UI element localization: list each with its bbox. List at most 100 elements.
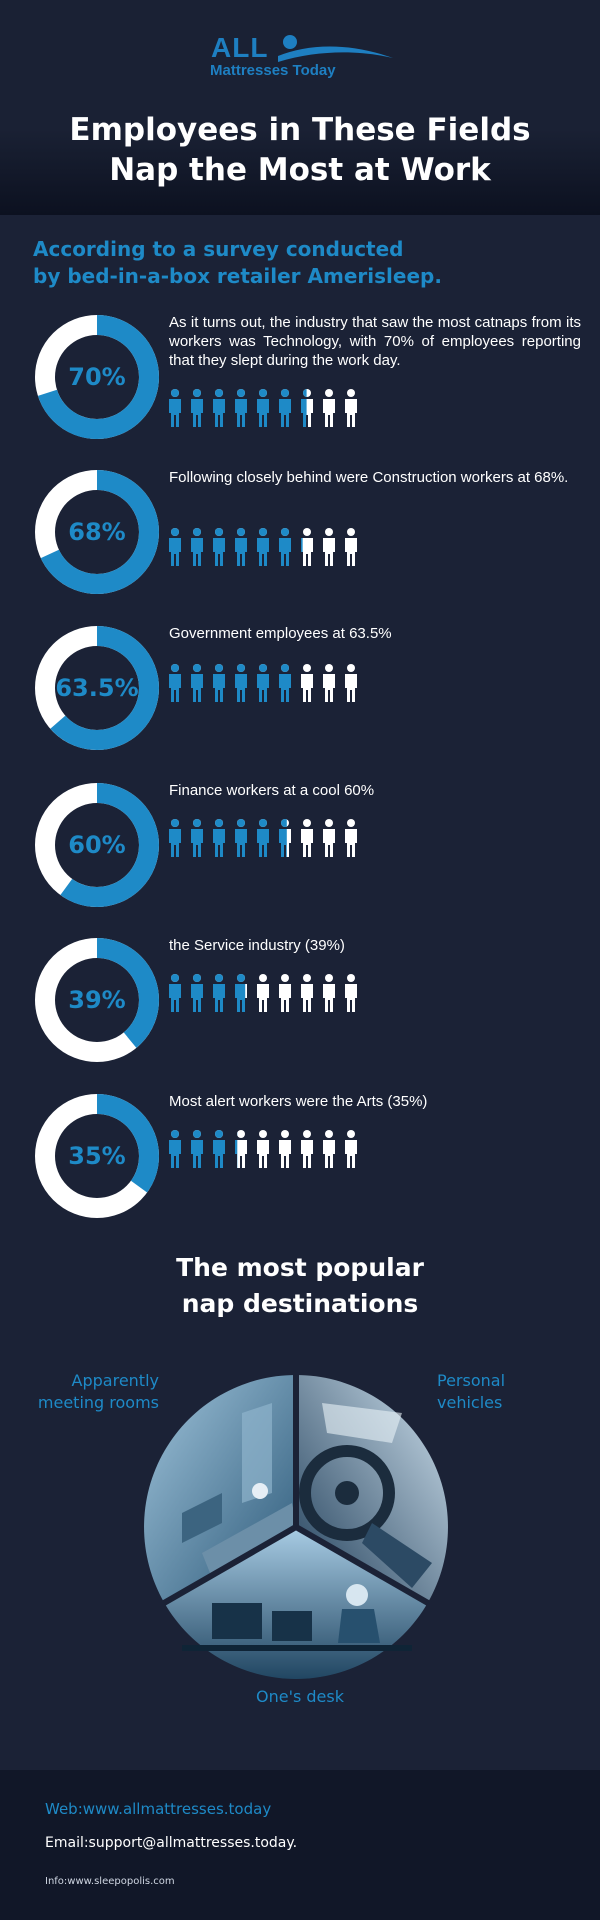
logo-main-text: ALL bbox=[211, 32, 269, 63]
destinations-photo-pie bbox=[144, 1373, 448, 1679]
person-icon-highlighted bbox=[169, 1130, 181, 1168]
person-icon bbox=[323, 1130, 335, 1168]
person-icon bbox=[323, 389, 335, 427]
stat-row-service: 39% the Service industry (39%) bbox=[0, 936, 600, 1066]
person-icon bbox=[345, 1130, 357, 1168]
intro-text: According to a survey conducted by bed-i… bbox=[33, 236, 573, 290]
footer-web-link[interactable]: Web:www.allmattresses.today bbox=[45, 1800, 272, 1818]
label-meeting-line-1: Apparently bbox=[71, 1371, 159, 1390]
donut-percent: 60% bbox=[68, 831, 126, 859]
person-icon-highlighted bbox=[169, 974, 181, 1012]
stat-row-government: 63.5% Government employees at 63.5% bbox=[0, 624, 600, 754]
person-icon bbox=[301, 664, 313, 702]
logo-sub-text: Mattresses Today bbox=[210, 62, 336, 79]
header-banner: ALL Mattresses Today Employees in These … bbox=[0, 0, 600, 215]
intro-line-2: by bed-in-a-box retailer Amerisleep. bbox=[33, 264, 442, 288]
title-line-2: Nap the Most at Work bbox=[109, 152, 491, 188]
donut-percent: 63.5% bbox=[55, 674, 139, 702]
stat-description: Most alert workers were the Arts (35%) bbox=[169, 1093, 428, 1110]
person-icon-highlighted bbox=[213, 528, 225, 566]
people-pictogram bbox=[169, 389, 357, 427]
stat-row-technology: 70% As it turns out, the industry that s… bbox=[0, 313, 600, 443]
person-icon bbox=[301, 974, 313, 1012]
person-icon-highlighted bbox=[191, 389, 203, 427]
person-icon bbox=[345, 389, 357, 427]
donut-percent: 68% bbox=[68, 518, 126, 546]
person-icon-highlighted bbox=[257, 664, 269, 702]
person-icon bbox=[257, 1130, 269, 1168]
person-icon bbox=[301, 1130, 313, 1168]
label-meeting-rooms: Apparently meeting rooms bbox=[34, 1370, 159, 1414]
donut-percent: 35% bbox=[68, 1142, 126, 1170]
stat-row-arts: 35% Most alert workers were the Arts (35… bbox=[0, 1092, 600, 1222]
person-icon bbox=[345, 974, 357, 1012]
person-icon-highlighted bbox=[257, 819, 269, 857]
person-icon-highlighted bbox=[235, 819, 247, 857]
donut-chart bbox=[35, 315, 159, 439]
donut-value-arc bbox=[35, 315, 159, 439]
intro-line-1: According to a survey conducted bbox=[33, 237, 404, 261]
donut-value-arc bbox=[35, 783, 159, 907]
person-icon-highlighted bbox=[169, 528, 181, 566]
people-pictogram bbox=[169, 528, 357, 566]
people-pictogram bbox=[169, 664, 357, 702]
person-icon-highlighted bbox=[213, 819, 225, 857]
person-icon bbox=[323, 664, 335, 702]
person-icon-highlighted bbox=[169, 664, 181, 702]
stat-row-construction: 68% Following closely behind were Constr… bbox=[0, 468, 600, 598]
person-icon bbox=[257, 974, 269, 1012]
donut-percent: 39% bbox=[68, 986, 126, 1014]
person-icon-highlighted bbox=[191, 974, 203, 1012]
person-icon-highlighted bbox=[191, 1130, 203, 1168]
person-icon-highlighted bbox=[301, 389, 307, 427]
person-icon-highlighted bbox=[235, 974, 246, 1012]
footer-email-link[interactable]: Email:support@allmattresses.today. bbox=[45, 1835, 298, 1851]
stat-description: Following closely behind were Constructi… bbox=[169, 469, 569, 486]
label-ones-desk: One's desk bbox=[0, 1686, 600, 1708]
person-icon-highlighted bbox=[279, 389, 291, 427]
title-line-1: Employees in These Fields bbox=[69, 112, 531, 148]
people-pictogram bbox=[169, 819, 357, 857]
donut-percent: 70% bbox=[68, 363, 126, 391]
donut-chart bbox=[35, 470, 159, 594]
person-icon-highlighted bbox=[279, 819, 287, 857]
donut-chart bbox=[35, 1094, 159, 1218]
donut-value-arc bbox=[35, 1094, 159, 1218]
person-icon bbox=[301, 819, 313, 857]
page-title: Employees in These Fields Nap the Most a… bbox=[0, 110, 600, 190]
desk-photo bbox=[164, 1527, 428, 1679]
person-icon-highlighted bbox=[279, 664, 291, 702]
footer-info-link[interactable]: Info:www.sleepopolis.com bbox=[45, 1876, 175, 1887]
donut-value-arc bbox=[35, 470, 159, 594]
donut-chart bbox=[35, 626, 159, 750]
person-icon bbox=[323, 819, 335, 857]
person-icon bbox=[301, 528, 313, 566]
person-icon-highlighted bbox=[213, 389, 225, 427]
person-icon-highlighted bbox=[213, 664, 225, 702]
label-vehicles-line-1: Personal bbox=[437, 1371, 506, 1390]
donut-chart bbox=[35, 783, 159, 907]
people-pictogram bbox=[169, 974, 357, 1012]
stat-description: As it turns out, the industry that saw t… bbox=[169, 314, 581, 369]
label-personal-vehicles: Personal vehicles bbox=[437, 1370, 557, 1414]
footer bbox=[0, 1770, 600, 1920]
destinations-heading-line-2: nap destinations bbox=[181, 1289, 419, 1318]
donut-value-arc bbox=[35, 938, 159, 1062]
person-icon-highlighted bbox=[235, 664, 247, 702]
person-icon-highlighted bbox=[301, 538, 303, 552]
destinations-heading-line-1: The most popular bbox=[176, 1253, 424, 1282]
label-vehicles-line-2: vehicles bbox=[437, 1393, 503, 1412]
person-icon-highlighted bbox=[191, 819, 203, 857]
destinations-heading: The most popular nap destinations bbox=[0, 1250, 600, 1322]
person-icon-highlighted bbox=[257, 389, 269, 427]
person-icon bbox=[345, 528, 357, 566]
people-pictogram bbox=[169, 1130, 357, 1168]
person-icon-highlighted bbox=[191, 664, 203, 702]
person-icon-highlighted bbox=[235, 528, 247, 566]
person-icon bbox=[345, 819, 357, 857]
person-icon bbox=[279, 974, 291, 1012]
brand-logo[interactable]: ALL Mattresses Today bbox=[208, 28, 398, 88]
logo-swoosh-icon bbox=[278, 35, 393, 62]
person-icon-highlighted bbox=[191, 528, 203, 566]
person-icon-highlighted bbox=[235, 1132, 238, 1168]
